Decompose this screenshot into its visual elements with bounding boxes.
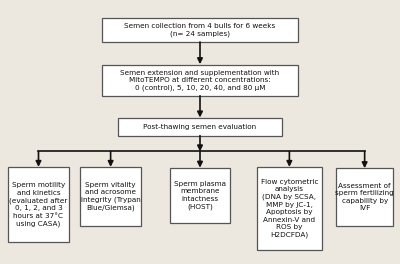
FancyBboxPatch shape	[102, 17, 298, 42]
Text: Sperm vitality
and acrosome
integrity (Trypan
Blue/Giemsa): Sperm vitality and acrosome integrity (T…	[81, 182, 140, 211]
FancyBboxPatch shape	[336, 168, 393, 226]
Text: Assessment of
sperm fertilizing
capability by
IVF: Assessment of sperm fertilizing capabili…	[335, 183, 394, 211]
FancyBboxPatch shape	[170, 168, 230, 223]
FancyBboxPatch shape	[8, 167, 69, 242]
FancyBboxPatch shape	[102, 65, 298, 96]
Text: Post-thawing semen evaluation: Post-thawing semen evaluation	[144, 124, 256, 130]
FancyBboxPatch shape	[80, 167, 141, 227]
FancyBboxPatch shape	[257, 167, 322, 250]
Text: Semen collection from 4 bulls for 6 weeks
(n= 24 samples): Semen collection from 4 bulls for 6 week…	[124, 23, 276, 37]
Text: Sperm motility
and kinetics
(evaluated after
0, 1, 2, and 3
hours at 37°C
using : Sperm motility and kinetics (evaluated a…	[9, 182, 68, 227]
FancyBboxPatch shape	[118, 118, 282, 136]
Text: Semen extension and supplementation with
MitoTEMPO at different concentrations:
: Semen extension and supplementation with…	[120, 69, 280, 91]
Text: Sperm plasma
membrane
intactness
(HOST): Sperm plasma membrane intactness (HOST)	[174, 181, 226, 210]
Text: Flow cytometric
analysis
(DNA by SCSA,
MMP by JC-1,
Apoptosis by
Annexin-V and
R: Flow cytometric analysis (DNA by SCSA, M…	[261, 178, 318, 238]
